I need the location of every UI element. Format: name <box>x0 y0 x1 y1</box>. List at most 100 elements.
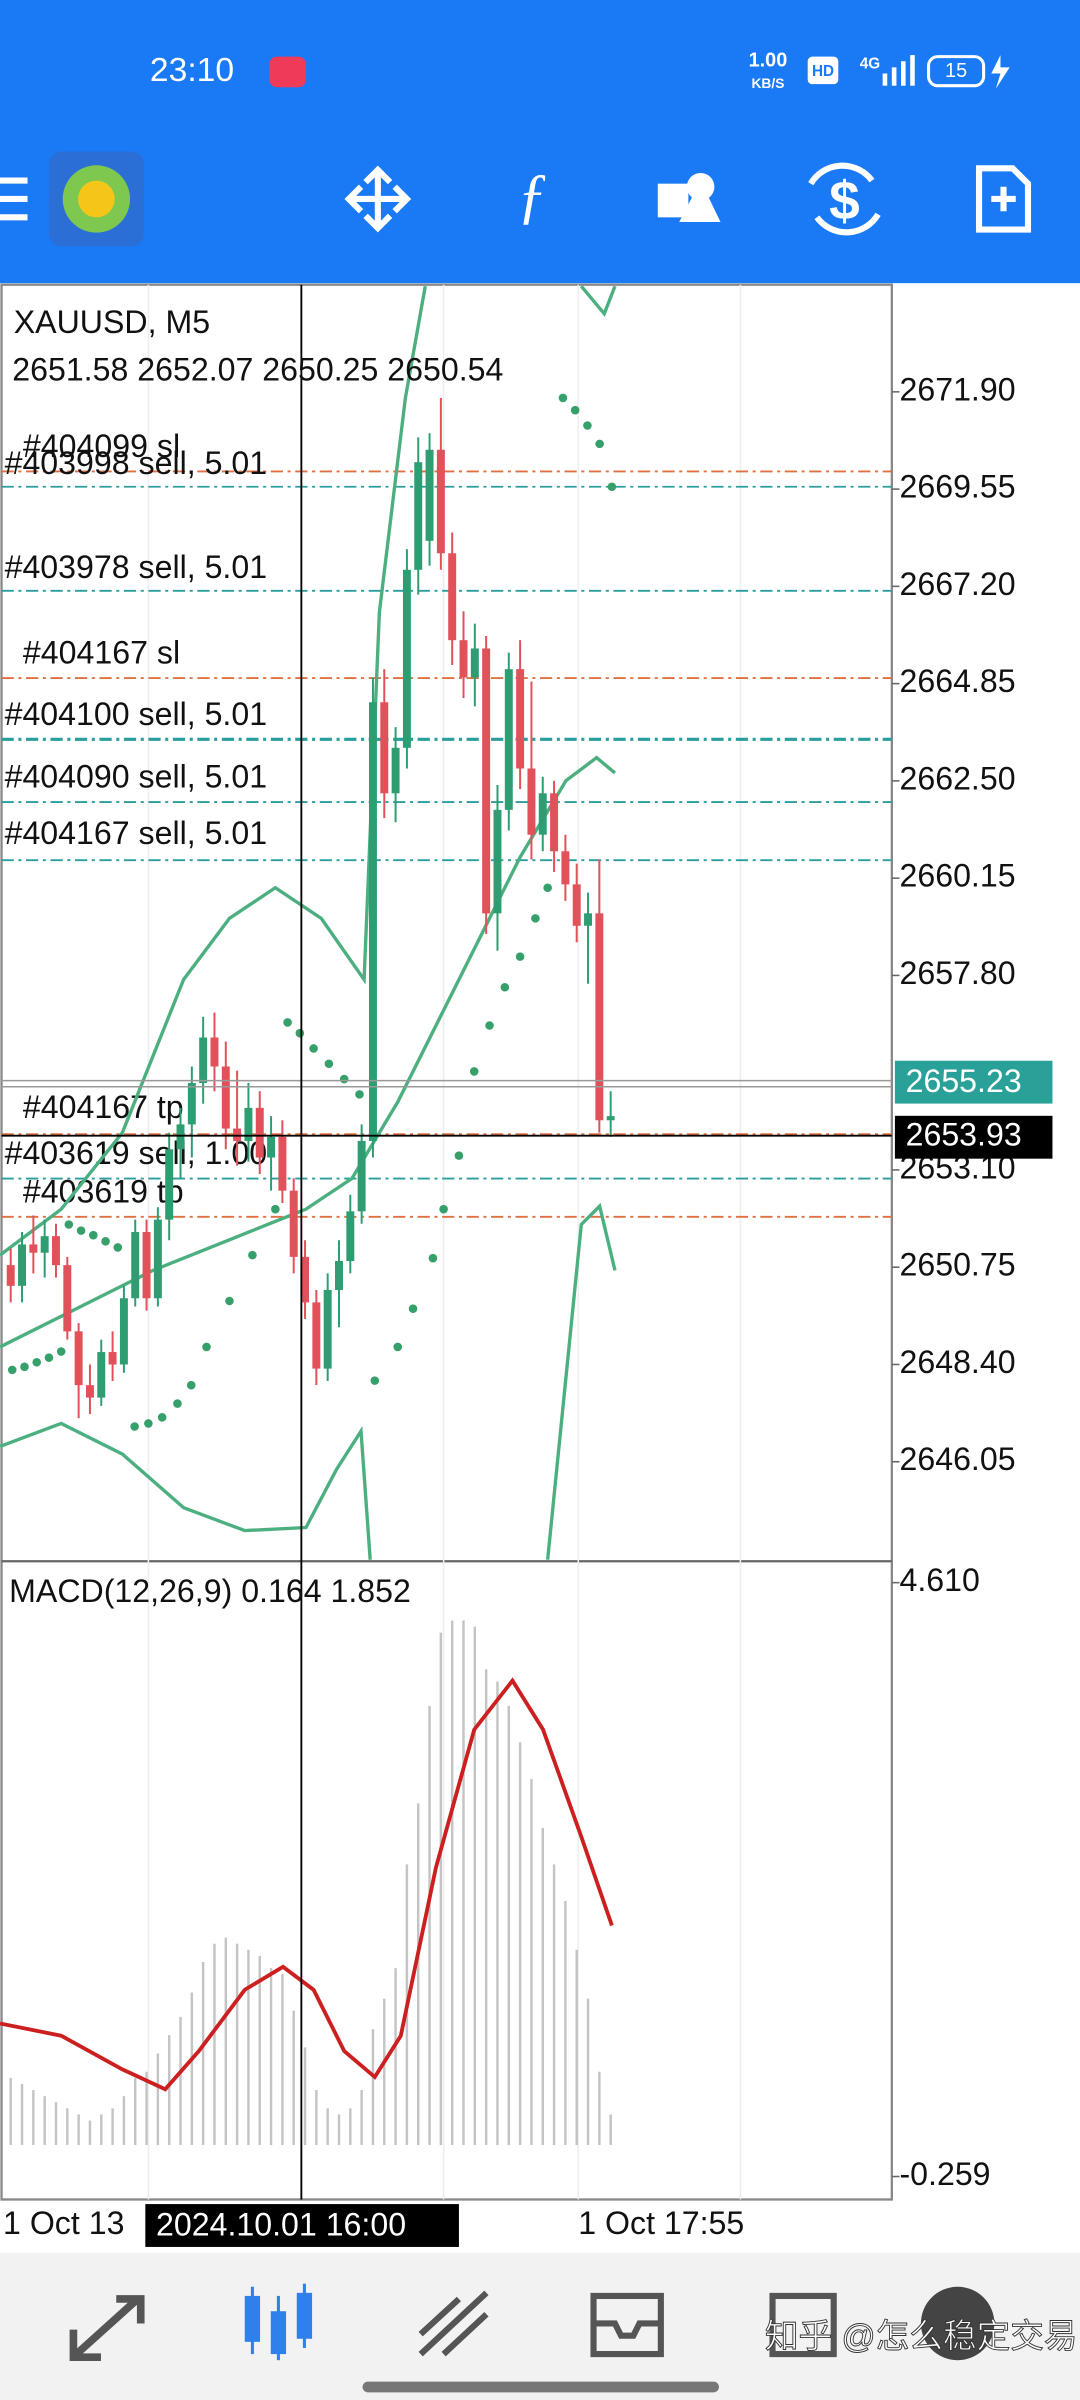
candle-body <box>346 1211 355 1261</box>
price-tick-label: 2646.05 <box>899 1441 1015 1477</box>
candle-body <box>595 913 604 1121</box>
price-tick-label: 2648.40 <box>899 1344 1015 1380</box>
time-label: 1 Oct 13 <box>3 2205 124 2241</box>
price-tick-label: 2667.20 <box>899 566 1015 602</box>
nav-messages[interactable] <box>769 2292 837 2358</box>
crosshair-price: 2653.93 <box>906 1117 1022 1153</box>
nav-trade[interactable] <box>418 2290 489 2357</box>
order-label: #404167 sl <box>23 635 180 671</box>
crosshair-time: 2024.10.01 16:00 <box>156 2207 406 2243</box>
order-label: #403619 sell, 1.00 <box>5 1135 268 1171</box>
order-label: #403998 sell, 5.01 <box>5 445 268 481</box>
price-tick-label: 2664.85 <box>899 663 1015 699</box>
price-tick-label: 2657.80 <box>899 955 1015 991</box>
price-tick-label: 2671.90 <box>899 371 1015 407</box>
price-tick-label: 2669.55 <box>899 469 1015 505</box>
nav-settings[interactable] <box>920 2286 995 2361</box>
nav-chart[interactable] <box>244 2283 313 2361</box>
trade-tool[interactable]: $ <box>829 170 860 232</box>
candle-body <box>527 768 536 835</box>
new-order-plus <box>991 186 1016 212</box>
price-axis: 2671.90 2669.55 2667.20 2664.85 2662.50 2660.… <box>891 371 1016 2192</box>
hd-text: HD <box>812 63 834 80</box>
price-tick-label: 2650.75 <box>899 1247 1015 1283</box>
order-label: #403619 tp <box>23 1173 184 1209</box>
nav-quotes[interactable] <box>69 2295 145 2361</box>
candle-body <box>493 809 502 914</box>
charging-icon <box>991 55 1010 89</box>
new-order-tool[interactable] <box>975 165 1032 233</box>
bid-box <box>894 1060 1053 1104</box>
battery <box>927 55 986 88</box>
candles <box>6 398 615 1419</box>
candle-body <box>504 669 513 810</box>
net-unit: KB/S <box>751 76 784 91</box>
candle-body <box>459 640 468 678</box>
candle-body <box>29 1244 38 1253</box>
macd-histogram <box>9 1620 612 2145</box>
candle-body <box>391 747 400 794</box>
candle-body <box>470 648 479 678</box>
candle-body <box>119 1298 128 1365</box>
candle-body <box>538 793 547 835</box>
trade-arrows <box>808 162 881 236</box>
order-label: #404167 sell, 5.01 <box>5 815 268 851</box>
candle-body <box>97 1352 106 1398</box>
symbol: XAUUSD, M5 <box>14 304 210 340</box>
objects-tool[interactable] <box>657 172 721 222</box>
candle-body <box>368 702 377 1141</box>
bottom-nav <box>0 2253 1080 2400</box>
candle-body <box>108 1352 117 1365</box>
candle-body <box>221 1066 230 1129</box>
bid-price: 2655.23 <box>906 1063 1022 1099</box>
candle-body <box>199 1037 208 1084</box>
indicators-tool[interactable]: ƒ <box>517 162 548 230</box>
candle-body <box>6 1265 15 1286</box>
candle-body <box>176 1124 185 1150</box>
notification-icon <box>269 56 306 88</box>
crosshair-time-box <box>145 2204 459 2247</box>
candle-body <box>482 648 491 914</box>
candle-body <box>606 1116 615 1121</box>
candle-body <box>63 1265 72 1332</box>
candle-body <box>380 702 389 794</box>
candle-body <box>40 1236 49 1253</box>
candle-body <box>357 1140 366 1212</box>
candle-body <box>584 913 593 926</box>
macd-tick-label: 4.610 <box>899 1562 979 1598</box>
candle-body <box>448 553 457 641</box>
candle-body <box>233 1128 242 1141</box>
ohlc: 2651.58 2652.07 2650.25 2650.54 <box>12 351 503 387</box>
signal-bars <box>882 55 915 86</box>
candle-body <box>425 449 434 541</box>
crosshair-tool[interactable] <box>344 165 412 233</box>
home-indicator <box>362 2381 719 2393</box>
candle-body <box>210 1037 219 1067</box>
menu-button[interactable] <box>0 177 28 221</box>
candle-body <box>187 1083 196 1125</box>
candle-body <box>312 1302 321 1369</box>
order-label: #404090 sell, 5.01 <box>5 759 268 795</box>
candle-body <box>414 462 423 570</box>
nav-history[interactable] <box>590 2292 664 2358</box>
candle-body <box>267 1136 276 1158</box>
time-label: 1 Oct 17:55 <box>578 2205 744 2241</box>
network-type: 4G <box>860 55 880 72</box>
crosshair-price-box <box>894 1115 1053 1159</box>
battery-level: 15 <box>945 60 967 82</box>
logo-core <box>78 180 115 218</box>
order-label: #403978 sell, 5.01 <box>5 549 268 585</box>
candle-body <box>402 569 411 748</box>
app-bar <box>0 0 1080 284</box>
macd-signal <box>0 1677 614 2092</box>
watermark: 知乎 @怎么稳定交易 <box>765 2318 1078 2356</box>
candle-body <box>85 1385 94 1398</box>
candle-body <box>52 1236 60 1266</box>
order-label: #404167 tp <box>23 1089 184 1125</box>
hd-badge <box>807 56 839 85</box>
order-label: #404100 sell, 5.01 <box>5 696 268 732</box>
order-label: #404099 sl <box>23 428 180 464</box>
candle-body <box>153 1219 162 1299</box>
